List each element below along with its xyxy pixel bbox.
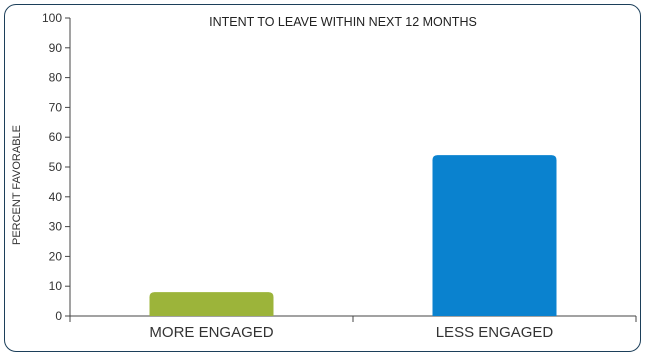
x-tick-labels: MORE ENGAGED LESS ENGAGED (69, 316, 637, 341)
y-tick-label: 90 (49, 41, 63, 55)
bar-more-engaged (149, 292, 274, 316)
y-axis-label: PERCENT FAVORABLE (11, 125, 23, 245)
bar-less-engaged (432, 155, 557, 316)
x-tick-label: LESS ENGAGED (436, 324, 554, 341)
y-tick-label: 100 (42, 11, 62, 25)
bars (149, 155, 557, 316)
y-tick-label: 40 (49, 190, 63, 204)
y-tick-label: 70 (49, 100, 63, 114)
y-tick-label: 0 (55, 309, 62, 323)
y-tick-label: 20 (49, 249, 63, 263)
y-ticks: 0 10 20 30 40 50 60 70 80 90 100 (42, 11, 70, 323)
y-tick-label: 80 (49, 71, 63, 85)
y-tick-label: 30 (49, 220, 63, 234)
y-tick-label: 10 (49, 279, 63, 293)
x-tick-label: MORE ENGAGED (149, 324, 273, 341)
y-tick-label: 60 (49, 130, 63, 144)
y-tick-label: 50 (49, 160, 63, 174)
chart-title: INTENT TO LEAVE WITHIN NEXT 12 MONTHS (209, 15, 477, 29)
